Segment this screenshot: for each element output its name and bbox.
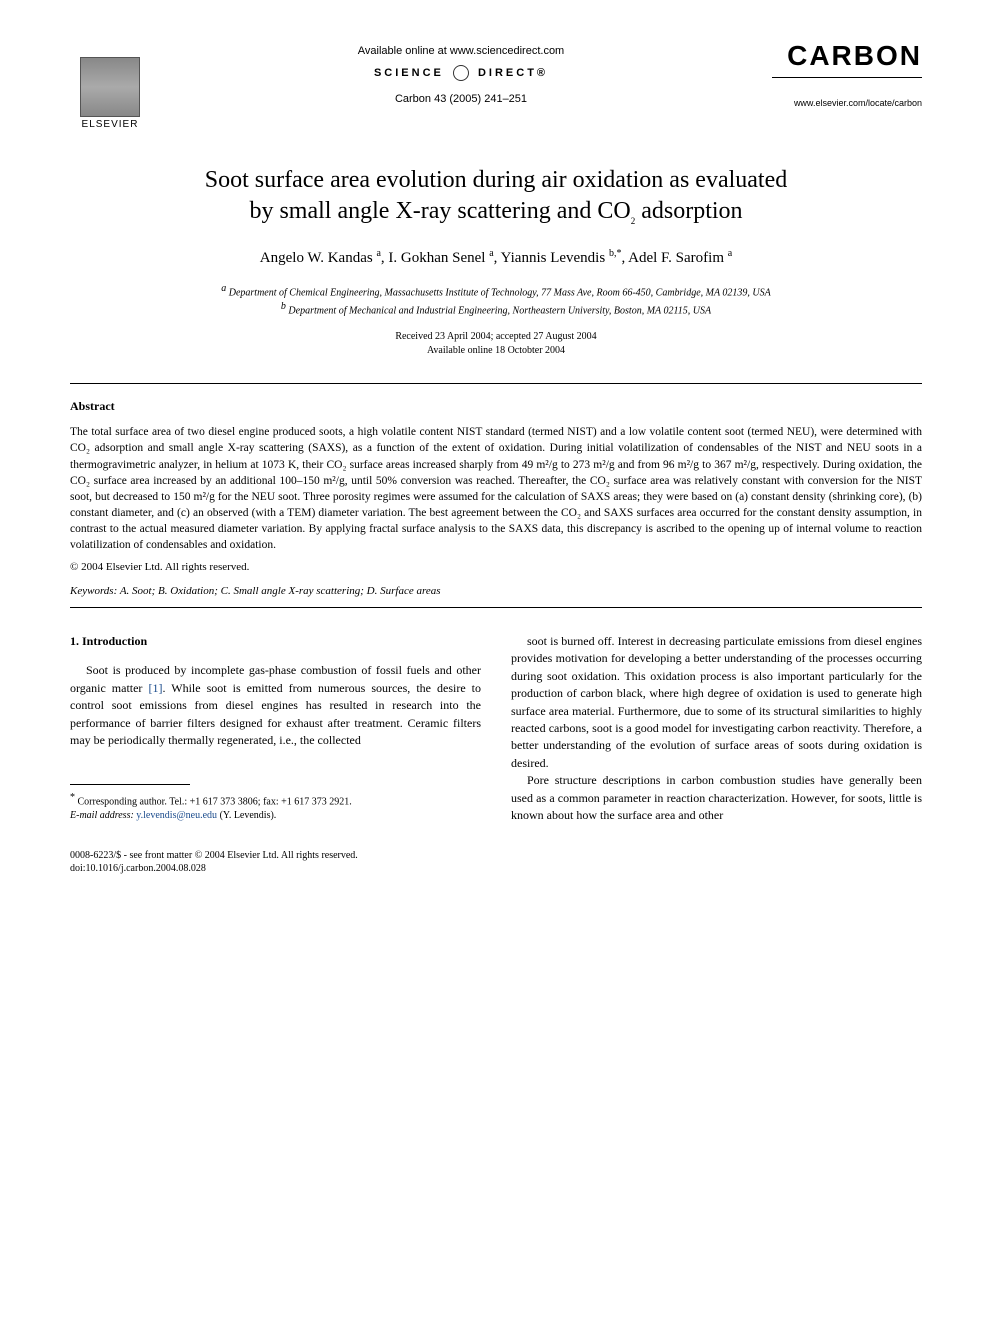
center-header: Available online at www.sciencedirect.co… <box>150 40 772 105</box>
elsevier-label: ELSEVIER <box>82 119 139 130</box>
affiliation-b: Department of Mechanical and Industrial … <box>288 305 711 316</box>
abstract-divider-bottom <box>70 607 922 608</box>
intro-para-1: Soot is produced by incomplete gas-phase… <box>70 662 481 749</box>
author-2-aff: a <box>489 248 493 259</box>
header-divider <box>772 77 922 78</box>
affiliations: a Department of Chemical Engineering, Ma… <box>70 282 922 319</box>
journal-url: www.elsevier.com/locate/carbon <box>772 98 922 108</box>
right-column: soot is burned off. Interest in decreasi… <box>511 633 922 824</box>
email-name: (Y. Levendis). <box>220 810 277 821</box>
affiliation-a: Department of Chemical Engineering, Mass… <box>229 287 771 298</box>
journal-name: CARBON <box>772 40 922 72</box>
title-line2-end: adsorption <box>635 198 742 224</box>
sd-left: SCIENCE <box>374 67 444 79</box>
received-date: Received 23 April 2004; accepted 27 Augu… <box>395 331 596 342</box>
author-2: I. Gokhan Senel <box>388 250 485 266</box>
intro-para-2: soot is burned off. Interest in decreasi… <box>511 633 922 772</box>
copyright-text: © 2004 Elsevier Ltd. All rights reserved… <box>70 561 922 573</box>
sd-icon <box>453 65 469 81</box>
citation-text: Carbon 43 (2005) 241–251 <box>150 93 772 105</box>
keywords-line: Keywords: A. Soot; B. Oxidation; C. Smal… <box>70 585 922 597</box>
left-column: 1. Introduction Soot is produced by inco… <box>70 633 481 824</box>
science-direct-logo: SCIENCE DIRECT® <box>150 65 772 81</box>
available-online-text: Available online at www.sciencedirect.co… <box>150 45 772 57</box>
issn-line: 0008-6223/$ - see front matter © 2004 El… <box>70 850 358 861</box>
ref-1-link[interactable]: [1] <box>148 681 162 695</box>
intro-heading: 1. Introduction <box>70 633 481 650</box>
intro-para-3: Pore structure descriptions in carbon co… <box>511 772 922 824</box>
author-4: Adel F. Sarofim <box>628 250 724 266</box>
author-1-aff: a <box>376 248 380 259</box>
author-3-aff: b,* <box>609 248 622 259</box>
abstract-text: The total surface area of two diesel eng… <box>70 424 922 553</box>
page-header: ELSEVIER Available online at www.science… <box>70 40 922 130</box>
journal-block: CARBON www.elsevier.com/locate/carbon <box>772 40 922 108</box>
title-line1: Soot surface area evolution during air o… <box>205 167 787 193</box>
body-columns: 1. Introduction Soot is produced by inco… <box>70 633 922 824</box>
title-line2: by small angle X-ray scattering and CO <box>249 198 630 224</box>
article-title: Soot surface area evolution during air o… <box>130 165 862 228</box>
page-footer: 0008-6223/$ - see front matter © 2004 El… <box>70 849 922 875</box>
dates-block: Received 23 April 2004; accepted 27 Augu… <box>70 330 922 358</box>
keywords-label: Keywords: <box>70 585 117 597</box>
available-date: Available online 18 Octobter 2004 <box>427 345 565 356</box>
email-link[interactable]: y.levendis@neu.edu <box>136 810 217 821</box>
elsevier-logo: ELSEVIER <box>70 40 150 130</box>
elsevier-tree-icon <box>80 57 140 117</box>
sd-right: DIRECT® <box>478 67 548 79</box>
author-1: Angelo W. Kandas <box>260 250 373 266</box>
keywords-text: A. Soot; B. Oxidation; C. Small angle X-… <box>120 585 441 597</box>
footnote-block: * Corresponding author. Tel.: +1 617 373… <box>70 791 481 821</box>
email-label: E-mail address: <box>70 810 134 821</box>
corresponding-author: Corresponding author. Tel.: +1 617 373 3… <box>78 797 352 808</box>
footnote-divider <box>70 784 190 785</box>
abstract-heading: Abstract <box>70 399 922 414</box>
author-3: Yiannis Levendis <box>501 250 606 266</box>
authors-line: Angelo W. Kandas a, I. Gokhan Senel a, Y… <box>70 248 922 267</box>
author-4-aff: a <box>728 248 732 259</box>
abstract-divider-top <box>70 383 922 384</box>
doi-line: doi:10.1016/j.carbon.2004.08.028 <box>70 863 206 874</box>
